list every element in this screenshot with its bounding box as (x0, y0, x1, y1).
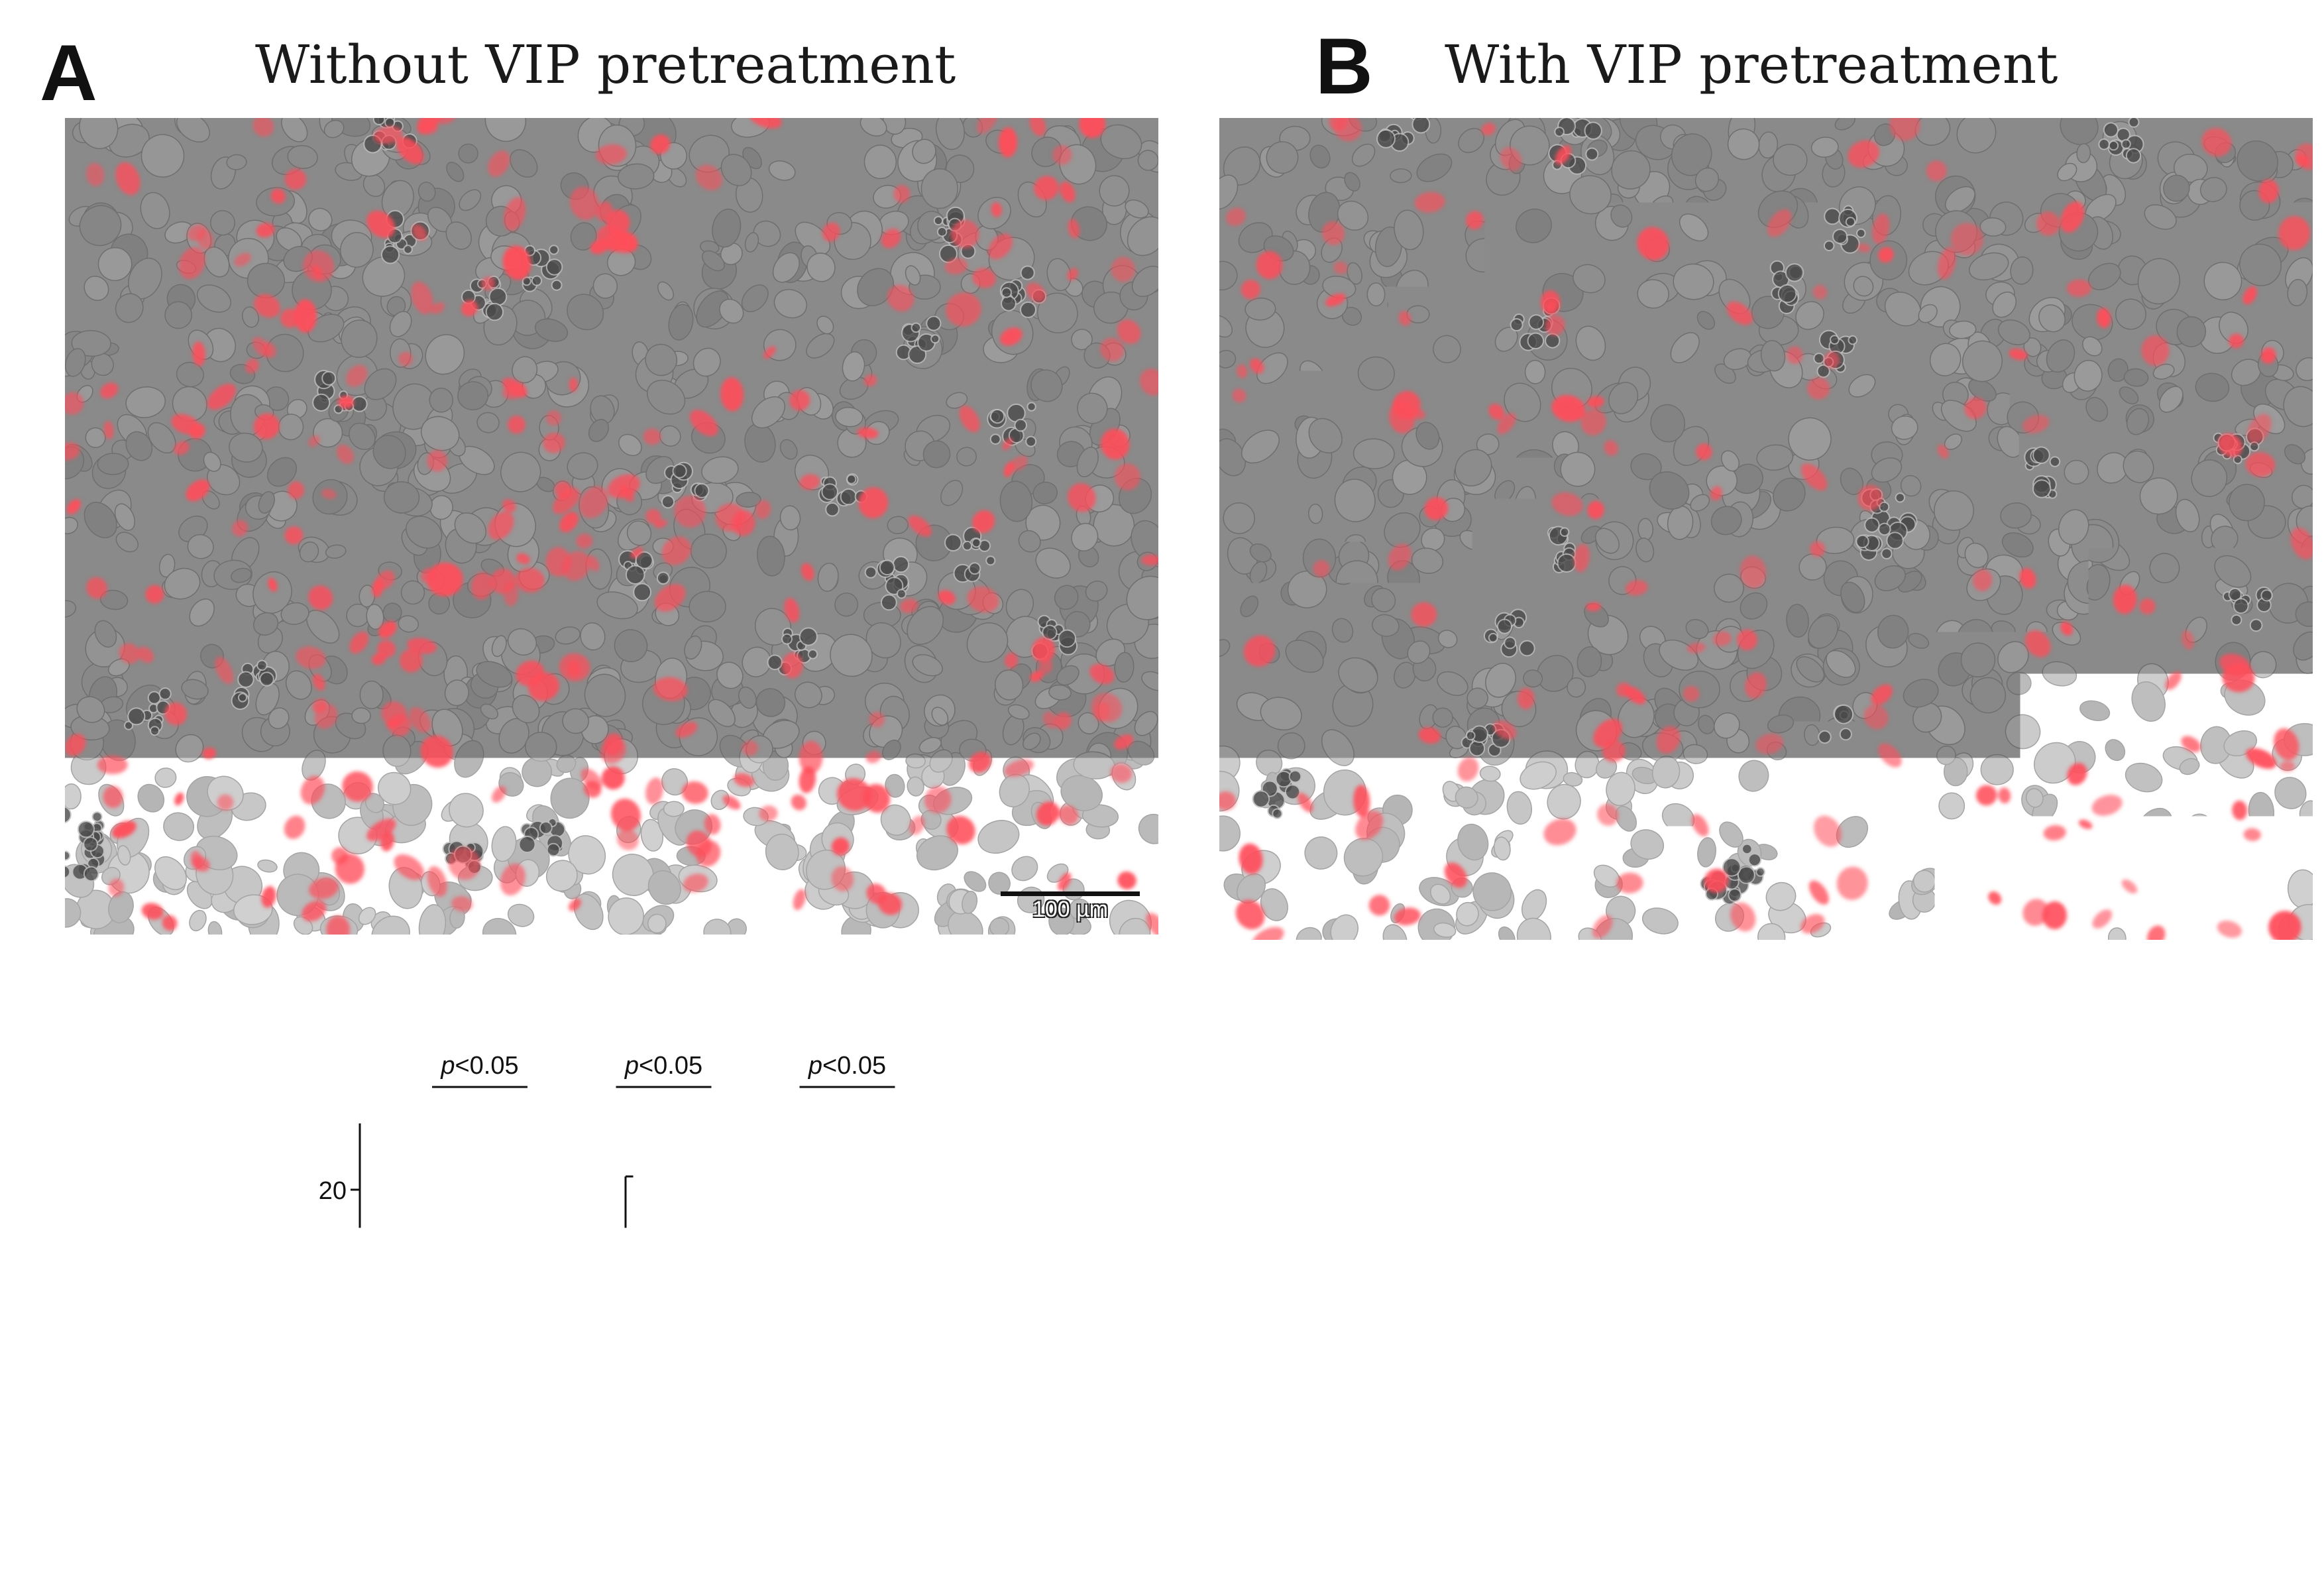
chart-d-row-label-time: Time [h] (1435, 1549, 1525, 1577)
chart-d-bar-24h-plus (2043, 1296, 2104, 1510)
chart-d-bar-16h-plus (1854, 1351, 1915, 1510)
chart-d-time-label-24h: 24 (2020, 1549, 2048, 1577)
chart-d-bar-12h-plus (1669, 1439, 1730, 1510)
chart-d-condition-label: + (1877, 1519, 1892, 1547)
chart-d-row-label-vip: VIP 48h (1435, 1519, 1524, 1547)
chart-d-time-label-16h: 16 (1832, 1549, 1860, 1577)
chart-d-condition-label: + (2066, 1519, 2081, 1547)
chart-d-condition-label: - (1990, 1519, 1999, 1547)
chart-d-y-tick-label: 20 (1502, 1166, 1529, 1194)
chart-d-time-label-12h: 12 (1645, 1549, 1673, 1577)
chart-d-significance-16h: p<0.05 (1807, 1049, 1885, 1076)
chart-d-y-axis-label: % of infected cells (1428, 1239, 1455, 1447)
chart-d-condition-label: - (1616, 1519, 1624, 1547)
chart-d-bar-24h-minus (1964, 1210, 2024, 1510)
chart-d-significance-12h: p<0.05 (1620, 1049, 1698, 1076)
chart-d-y-tick-label: 10 (1502, 1332, 1529, 1359)
chart-d-significance-24h: p<0.05 (1994, 1049, 2072, 1076)
chart-d-condition-label: - (1804, 1519, 1813, 1547)
chart-d-bar-12h-minus (1589, 1410, 1650, 1510)
chart-d-condition-label: + (1692, 1519, 1706, 1547)
chart-d-bar-16h-minus (1778, 1323, 1839, 1510)
